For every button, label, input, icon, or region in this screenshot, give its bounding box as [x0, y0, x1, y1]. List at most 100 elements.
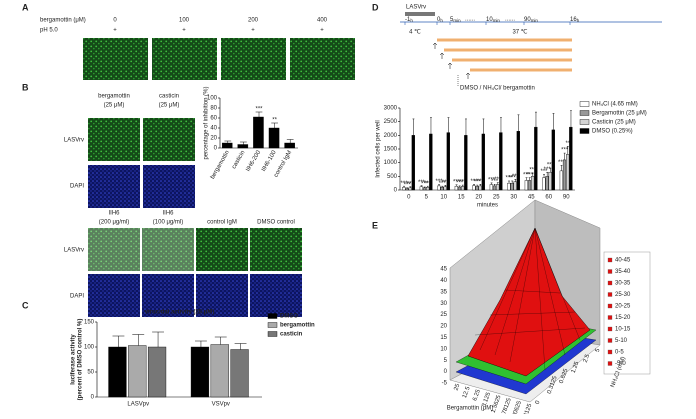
x-tick-label: VSVpv	[212, 402, 230, 408]
y-tick-label: 1000	[384, 160, 398, 166]
error-bar	[420, 185, 423, 187]
y-tick-label: 2.5	[583, 353, 592, 364]
legend-swatch	[607, 292, 613, 297]
bar	[499, 132, 503, 191]
bar	[562, 159, 567, 191]
micrograph	[152, 38, 217, 80]
concentration: 400	[317, 18, 328, 24]
concentration: 100	[179, 18, 190, 24]
x-tick-label: 25	[453, 383, 461, 392]
error-bar	[465, 118, 467, 136]
error-bar	[508, 180, 510, 184]
incubation-bar	[452, 58, 572, 62]
x-tick-label: bergamottin	[210, 150, 231, 180]
significance: ***	[561, 148, 569, 154]
legend-swatch	[267, 331, 278, 337]
significance: ***	[529, 168, 537, 174]
x-axis-label: minutes	[477, 203, 498, 209]
significance: ***	[477, 179, 485, 185]
x-tick-label: 20	[475, 195, 482, 201]
error-bar	[525, 177, 528, 181]
x-tick-label: 25	[493, 195, 500, 201]
error-bar	[224, 140, 232, 143]
significance: ***	[424, 181, 432, 187]
panel-label: E	[372, 220, 378, 230]
significance: ***	[558, 160, 566, 166]
significance: ***	[526, 172, 534, 178]
legend-label: -5-0	[615, 361, 626, 367]
significance: ***	[407, 181, 415, 187]
error-bar	[476, 184, 479, 187]
error-bar	[473, 184, 475, 186]
row-label: pH 5.0	[40, 28, 58, 34]
legend-label: DMSO (0.25%)	[592, 129, 633, 135]
bar	[566, 154, 570, 191]
y-tick-label: 1500	[384, 147, 398, 153]
y-tick-label: 3000	[384, 106, 398, 112]
y-tick-label: 0.625	[559, 368, 570, 385]
legend-swatch	[607, 280, 613, 286]
significance: ***	[439, 181, 447, 187]
treatment-label: control IgM	[207, 220, 237, 226]
x-tick-label: 60	[545, 195, 552, 201]
error-bar	[403, 185, 405, 188]
y-tick-label: 5	[595, 347, 602, 353]
error-bar	[112, 335, 125, 347]
significance: ***	[255, 107, 263, 113]
x-tick-label: 6.25	[472, 388, 482, 402]
legend-label: 20-25	[615, 304, 631, 310]
error-bar	[514, 179, 517, 182]
legend-label: DMSO	[280, 314, 298, 320]
micrograph	[142, 274, 194, 317]
bar	[524, 180, 528, 191]
legend-label: 40-45	[615, 258, 631, 264]
significance: ***	[456, 180, 464, 186]
error-bar	[543, 174, 545, 178]
stain-label: LASVrv	[64, 248, 84, 254]
bar	[422, 187, 427, 191]
y-tick-label: 150	[84, 320, 95, 326]
significance: ***	[459, 180, 467, 186]
ph-mark: +	[251, 28, 255, 34]
error-bar	[409, 186, 412, 188]
z-tick-label: 30	[440, 301, 447, 307]
legend-swatch	[607, 338, 613, 343]
error-bar	[441, 185, 444, 188]
legend-label: 0-5	[615, 350, 624, 356]
error-bar	[500, 117, 502, 133]
error-bar	[546, 171, 549, 177]
treatment-label: casticin	[159, 94, 179, 100]
significance: ***	[491, 179, 499, 185]
error-bar	[479, 184, 482, 186]
legend-swatch	[607, 349, 613, 355]
micrograph	[143, 165, 195, 208]
bar	[128, 345, 147, 398]
x-tick-label: IIH6-100	[261, 149, 278, 173]
significance: ***	[512, 174, 520, 180]
y-tick-label: 60	[210, 116, 217, 122]
x-tick-label: 10	[440, 195, 447, 201]
error-bar	[461, 184, 464, 187]
error-bar	[549, 167, 552, 173]
error-bar	[560, 165, 563, 171]
y-tick-label: 100	[207, 96, 218, 102]
significance: ***	[506, 176, 514, 182]
error-bar	[566, 146, 569, 155]
z-tick-label: 10	[440, 346, 447, 352]
treatment-label: (100 μg/ml)	[153, 220, 183, 226]
significance: ***	[474, 180, 482, 186]
gap-marker: ......	[465, 17, 475, 23]
legend-swatch	[607, 326, 613, 332]
x-tick-label: 12.5	[462, 385, 472, 399]
x-tick-label: 15	[458, 195, 465, 201]
micrograph	[143, 118, 195, 161]
error-bar	[458, 185, 461, 187]
error-bar	[493, 184, 496, 186]
y-tick-label: 20	[210, 136, 217, 142]
bar	[513, 181, 517, 191]
error-bar	[423, 186, 426, 188]
bar	[268, 127, 280, 149]
ph-mark: +	[113, 28, 117, 34]
significance: ***	[421, 182, 429, 188]
